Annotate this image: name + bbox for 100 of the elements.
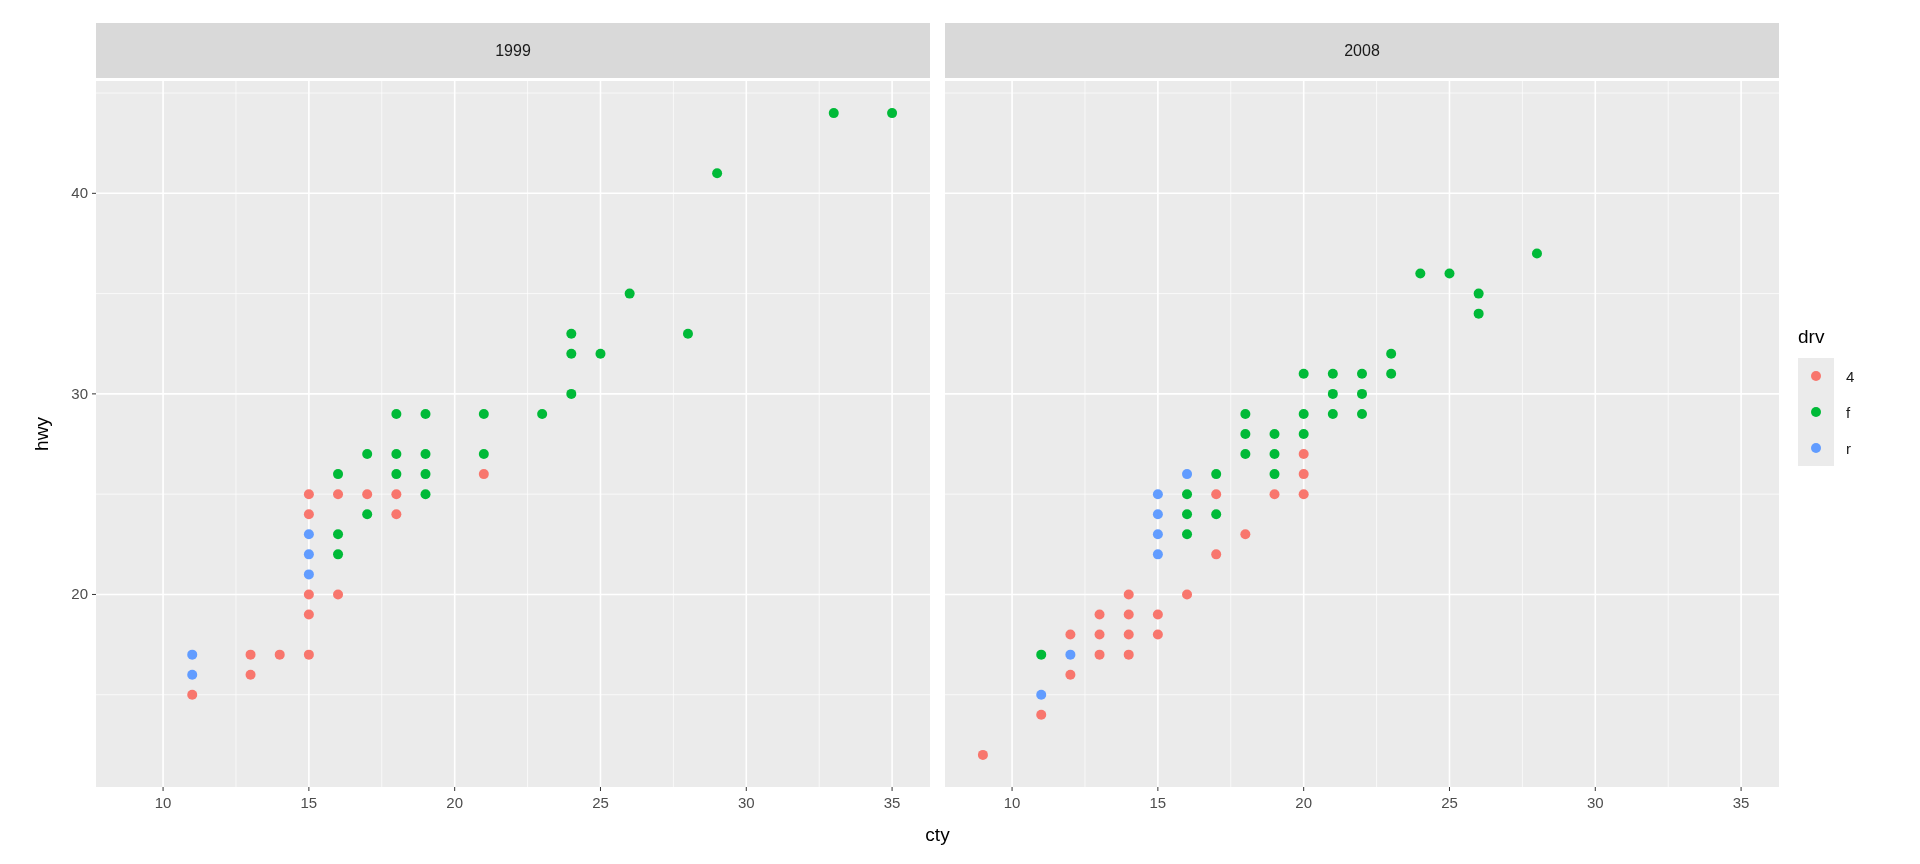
point <box>1182 489 1193 500</box>
point <box>1123 629 1134 640</box>
point <box>1152 489 1163 500</box>
point <box>1065 669 1076 680</box>
point <box>1269 469 1280 480</box>
point <box>1182 589 1193 600</box>
point <box>1123 649 1134 660</box>
point <box>1240 529 1251 540</box>
point <box>1123 609 1134 620</box>
x-tick-label: 20 <box>446 794 464 811</box>
point <box>1036 689 1047 700</box>
point <box>1357 408 1367 419</box>
point <box>1211 549 1222 560</box>
point <box>333 549 344 560</box>
point <box>333 469 344 480</box>
y-tick-label: 20 <box>71 585 88 603</box>
point <box>566 388 577 399</box>
point <box>303 609 314 620</box>
point <box>187 689 198 700</box>
point <box>1182 509 1193 520</box>
point <box>1240 449 1251 460</box>
point <box>1298 408 1309 419</box>
legend-label: r <box>1846 440 1851 457</box>
y-tick-label: 40 <box>71 184 88 202</box>
point <box>828 108 839 119</box>
y-tick-label: 30 <box>71 384 88 402</box>
point <box>1357 388 1367 399</box>
point <box>420 489 431 500</box>
x-tick-label: 30 <box>1586 794 1604 811</box>
x-tick-label: 15 <box>300 794 318 811</box>
point <box>1152 529 1163 540</box>
point <box>1211 509 1222 520</box>
point <box>303 569 314 580</box>
point <box>274 649 285 660</box>
point <box>1211 489 1222 500</box>
chart-title: 2008 <box>1344 41 1380 59</box>
point <box>1298 489 1309 500</box>
point <box>1123 589 1134 600</box>
point <box>362 489 373 500</box>
point <box>1094 629 1105 640</box>
point <box>566 348 577 359</box>
point <box>1357 368 1367 379</box>
point <box>391 469 402 480</box>
point <box>1182 529 1193 540</box>
point <box>303 589 314 600</box>
point <box>1473 288 1484 299</box>
legend-label: f <box>1846 404 1851 421</box>
point <box>303 529 314 540</box>
point <box>887 108 898 119</box>
point <box>1415 268 1426 279</box>
point <box>187 669 198 680</box>
chart-title: 1999 <box>495 41 531 59</box>
point <box>1036 709 1047 720</box>
point <box>1152 609 1163 620</box>
x-tick-label: 35 <box>1732 794 1750 811</box>
point <box>245 669 256 680</box>
point <box>624 288 635 299</box>
point <box>712 168 723 179</box>
x-tick-label: 35 <box>883 794 901 811</box>
y-axis-title: hwy <box>31 416 52 451</box>
point <box>391 489 402 500</box>
point <box>1298 368 1309 379</box>
point <box>1065 649 1076 660</box>
point <box>303 649 314 660</box>
point <box>1298 469 1309 480</box>
point <box>1094 609 1105 620</box>
point <box>391 509 402 520</box>
x-tick-label: 20 <box>1295 794 1313 811</box>
point <box>1473 308 1484 319</box>
point <box>1444 268 1455 279</box>
point <box>478 408 489 419</box>
point <box>977 749 988 760</box>
point <box>303 509 314 520</box>
point <box>1327 368 1338 379</box>
point <box>1327 388 1338 399</box>
point <box>1036 649 1047 660</box>
point <box>537 408 548 419</box>
point <box>333 529 344 540</box>
x-tick-label: 25 <box>592 794 609 811</box>
point <box>478 469 489 480</box>
legend-label: 4 <box>1846 368 1855 385</box>
x-tick-label: 25 <box>1441 794 1458 811</box>
point <box>1386 348 1397 359</box>
x-tick-label: 30 <box>737 794 755 811</box>
point <box>362 449 373 460</box>
x-tick-label: 10 <box>154 794 172 811</box>
point <box>1240 408 1251 419</box>
point <box>420 408 431 419</box>
point <box>1152 509 1163 520</box>
point <box>1386 368 1397 379</box>
point <box>187 649 198 660</box>
point <box>1531 248 1542 259</box>
point <box>420 469 431 480</box>
point <box>1327 408 1338 419</box>
point <box>1269 429 1280 439</box>
point <box>245 649 256 660</box>
point <box>1269 449 1280 460</box>
point <box>303 489 314 500</box>
point <box>420 449 431 460</box>
point <box>1152 549 1163 560</box>
